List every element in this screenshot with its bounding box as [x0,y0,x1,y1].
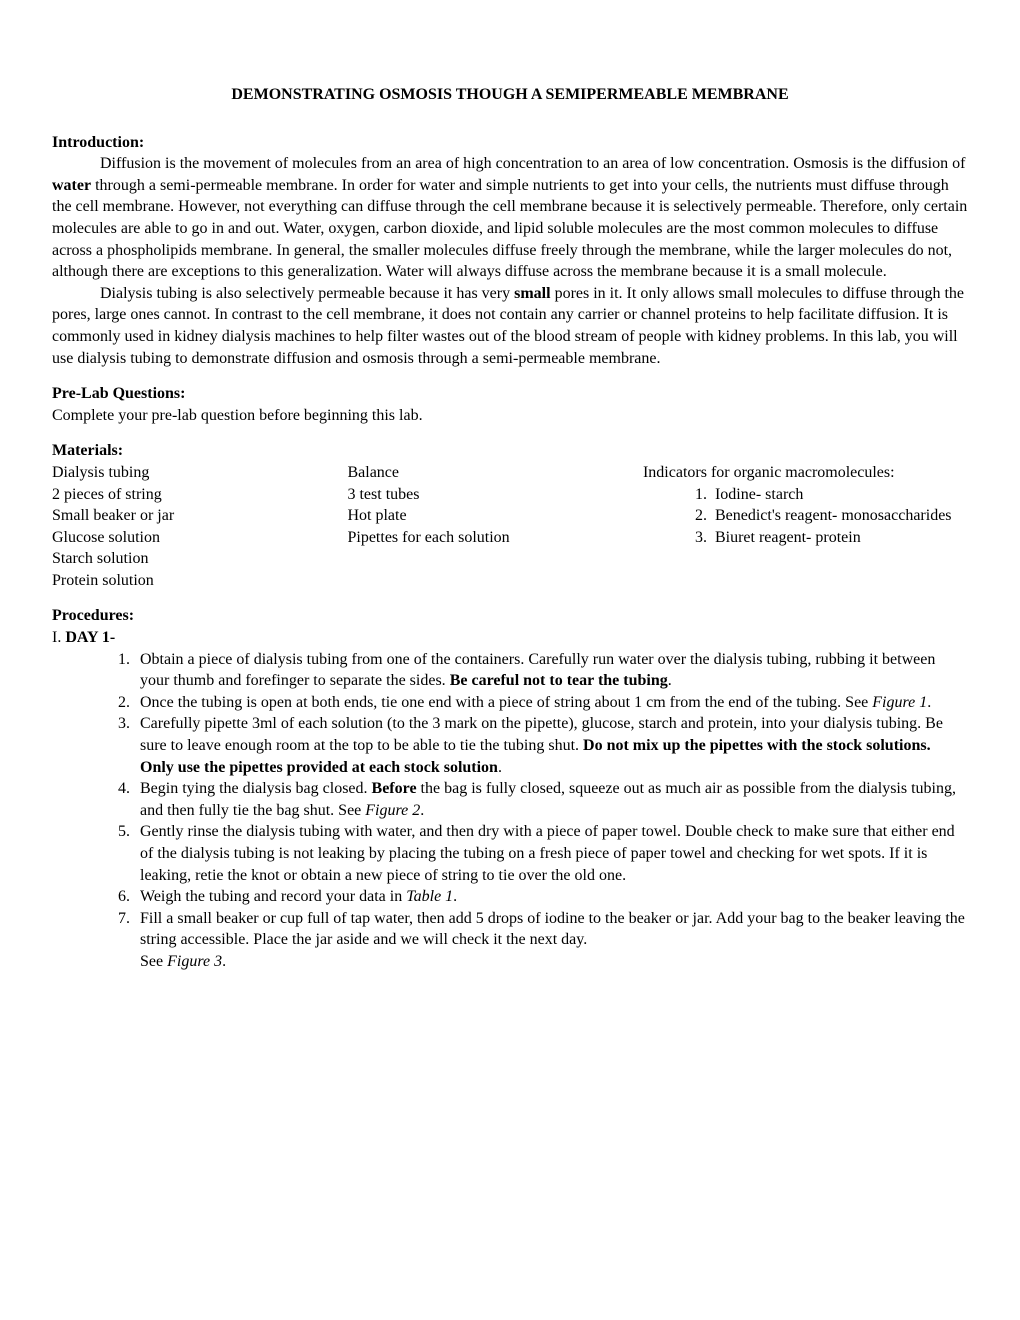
page-title: DEMONSTRATING OSMOSIS THOUGH A SEMIPERME… [52,84,968,106]
text: through a semi-permeable membrane. In or… [52,177,967,280]
text: Fill a small beaker or cup full of tap w… [140,910,965,949]
prelab-heading: Pre-Lab Questions: [52,383,968,405]
procedure-step: Obtain a piece of dialysis tubing from o… [134,649,968,692]
bold-text: water [52,177,91,194]
list-item: Small beaker or jar [52,505,347,527]
figure-ref: Figure 3 [167,953,222,970]
materials-columns: Dialysis tubing 2 pieces of string Small… [52,462,968,592]
procedure-steps: Obtain a piece of dialysis tubing from o… [52,649,968,973]
procedures-section: Procedures: I. DAY 1- Obtain a piece of … [52,605,968,972]
list-item: Balance [347,462,642,484]
intro-heading: Introduction: [52,132,968,154]
procedure-step: Fill a small beaker or cup full of tap w… [134,908,968,973]
bold-text: small [514,285,550,302]
text: . [453,888,457,905]
materials-heading: Materials: [52,440,968,462]
text: Diffusion is the movement of molecules f… [100,155,965,172]
materials-section: Materials: Dialysis tubing 2 pieces of s… [52,440,968,591]
figure-ref: Figure 2 [365,802,420,819]
day-bold: DAY 1- [65,629,115,646]
prelab-text: Complete your pre-lab question before be… [52,405,968,427]
bold-text: Be careful not to tear the tubing [450,672,668,689]
text: . [668,672,672,689]
text: Dialysis tubing is also selectively perm… [100,285,514,302]
list-item: 2 pieces of string [52,484,347,506]
list-item: 3 test tubes [347,484,642,506]
figure-ref: Table 1 [406,888,453,905]
materials-col-2: Balance 3 test tubes Hot plate Pipettes … [347,462,642,592]
intro-paragraph-1: Diffusion is the movement of molecules f… [52,153,968,283]
list-item: Benedict's reagent- monosaccharides [711,505,968,527]
procedure-step: Carefully pipette 3ml of each solution (… [134,713,968,778]
indicators-intro: Indicators for organic macromolecules: [643,462,968,484]
list-item: Iodine- starch [711,484,968,506]
day-label: I. DAY 1- [52,627,968,649]
list-item: Hot plate [347,505,642,527]
text: Weigh the tubing and record your data in [140,888,406,905]
list-item: Dialysis tubing [52,462,347,484]
intro-paragraph-2: Dialysis tubing is also selectively perm… [52,283,968,369]
bold-text: Before [372,780,417,797]
materials-col-3: Indicators for organic macromolecules: I… [643,462,968,592]
figure-ref: Figure 1 [872,694,927,711]
text: Gently rinse the dialysis tubing with wa… [140,823,955,883]
procedure-step: Once the tubing is open at both ends, ti… [134,692,968,714]
list-item: Biuret reagent- protein [711,527,968,549]
text: Once the tubing is open at both ends, ti… [140,694,872,711]
procedure-step: Weigh the tubing and record your data in… [134,886,968,908]
procedure-step: Begin tying the dialysis bag closed. Bef… [134,778,968,821]
list-item: Pipettes for each solution [347,527,642,549]
procedures-heading: Procedures: [52,605,968,627]
text: Begin tying the dialysis bag closed. [140,780,372,797]
text: See [140,953,167,970]
list-item: Glucose solution [52,527,347,549]
procedure-step: Gently rinse the dialysis tubing with wa… [134,821,968,886]
introduction-section: Introduction: Diffusion is the movement … [52,132,968,370]
list-item: Starch solution [52,548,347,570]
list-item: Protein solution [52,570,347,592]
day-prefix: I. [52,629,65,646]
text: . [927,694,931,711]
text: . [420,802,424,819]
indicators-list: Iodine- starch Benedict's reagent- monos… [643,484,968,549]
materials-col-1: Dialysis tubing 2 pieces of string Small… [52,462,347,592]
text: . [498,759,502,776]
text: . [222,953,226,970]
prelab-section: Pre-Lab Questions: Complete your pre-lab… [52,383,968,426]
